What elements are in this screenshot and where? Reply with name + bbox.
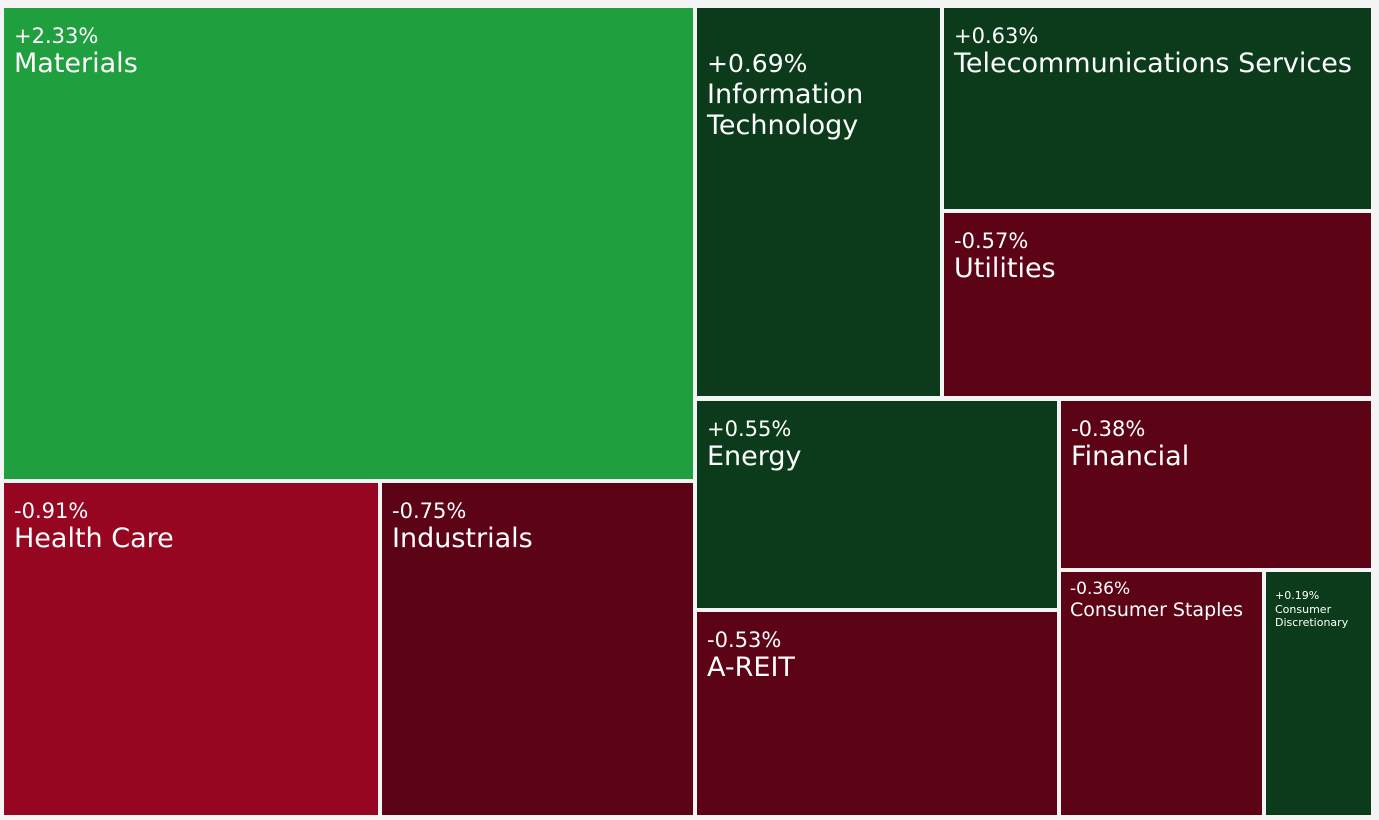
tile-change: +0.55%: [707, 417, 792, 441]
tile-label: Utilities: [954, 253, 1056, 285]
tile-materials[interactable]: +2.33% Materials: [4, 8, 693, 479]
tile-consumer-discretionary[interactable]: +0.19% Consumer Discretionary: [1266, 572, 1371, 815]
tile-label: Energy: [707, 441, 802, 473]
tile-change: +0.19%: [1275, 589, 1320, 602]
tile-label: Telecommunications Services: [954, 48, 1352, 80]
tile-label: Information Technology: [707, 78, 864, 141]
tile-change: -0.36%: [1070, 579, 1131, 599]
tile-label: Consumer Staples: [1070, 598, 1244, 621]
tile-change: -0.75%: [392, 499, 467, 523]
tile-consumer-staples[interactable]: -0.36% Consumer Staples: [1061, 572, 1262, 815]
tile-label: Materials: [14, 48, 138, 80]
tile-telecommunications-services[interactable]: +0.63% Telecommunications Services: [944, 8, 1371, 209]
tile-label: A-REIT: [707, 652, 795, 684]
tile-change: +0.63%: [954, 24, 1039, 48]
tile-financial[interactable]: -0.38% Financial: [1061, 401, 1371, 568]
tile-energy[interactable]: +0.55% Energy: [697, 401, 1057, 608]
tile-label: Industrials: [392, 523, 533, 555]
tile-change: -0.91%: [14, 499, 89, 523]
tile-industrials[interactable]: -0.75% Industrials: [382, 483, 693, 815]
tile-label: Consumer Discretionary: [1275, 602, 1349, 629]
tile-change: +0.69%: [707, 49, 808, 78]
tile-change: -0.38%: [1071, 417, 1146, 441]
tile-a-reit[interactable]: -0.53% A-REIT: [697, 612, 1057, 815]
tile-label: Health Care: [14, 523, 174, 555]
tile-label: Financial: [1071, 441, 1190, 473]
tile-change: +2.33%: [14, 24, 99, 48]
tile-change: -0.57%: [954, 229, 1029, 253]
tile-information-technology[interactable]: +0.69% Information Technology: [697, 8, 940, 396]
tile-health-care[interactable]: -0.91% Health Care: [4, 483, 378, 815]
tile-utilities[interactable]: -0.57% Utilities: [944, 213, 1371, 396]
tile-change: -0.53%: [707, 628, 782, 652]
